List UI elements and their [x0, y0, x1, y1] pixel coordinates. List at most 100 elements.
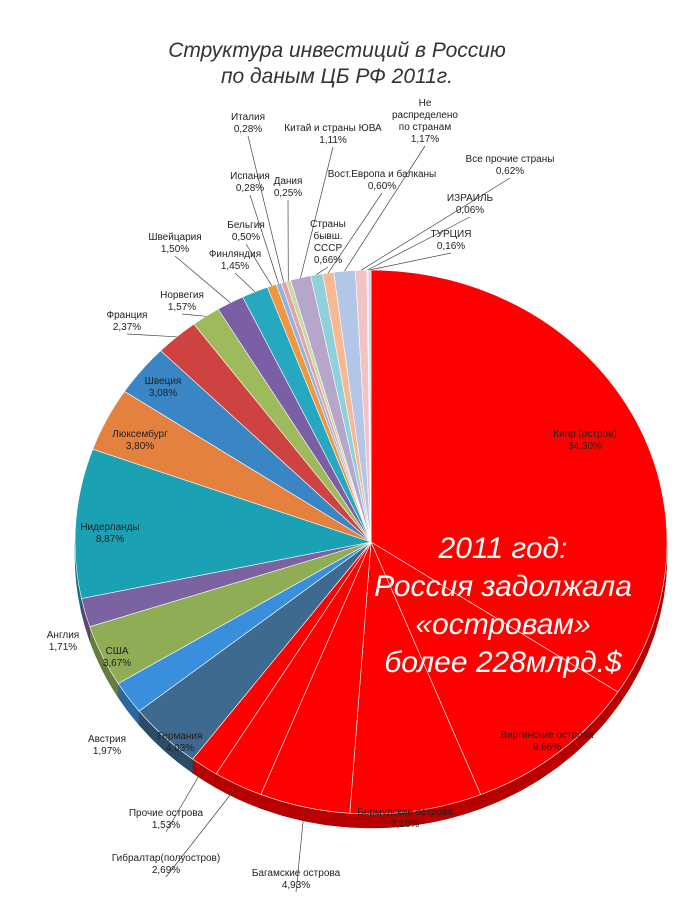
pie-label-name-24: Не [419, 98, 432, 109]
pie-leader-17 [245, 243, 273, 286]
pie-label-name-11: Люксембург [112, 428, 168, 440]
pie-leader-27 [369, 252, 452, 271]
pie-leader-21 [300, 146, 334, 278]
pie-slice-10 [74, 448, 373, 599]
pie-label-value-23: 0,60% [368, 181, 396, 192]
pie-leader-19 [247, 135, 284, 283]
pie-leader-16 [234, 272, 256, 293]
pie-label-value-22: 0,66% [314, 255, 342, 266]
pie-label-value-9: 1,71% [49, 642, 77, 653]
pie-label-value-12: 3,08% [149, 388, 177, 399]
pie-label-name-22: бывш. [313, 230, 342, 242]
pie-label-name-19: Италия [231, 112, 265, 123]
pie-label-name-0: Кипр (остров) [553, 429, 616, 440]
pie-label-value-19: 0,28% [234, 124, 262, 135]
pie-label-value-25: 0,62% [496, 166, 524, 177]
pie-label-name-24: распределено [392, 110, 458, 121]
pie-label-value-16: 1,45% [221, 261, 249, 272]
pie-label-value-17: 0,50% [232, 232, 260, 243]
pie-label-0: Кипр (остров)34,30% [553, 429, 616, 452]
pie-label-4: Гибралтар(полуостров)2,69% [112, 852, 220, 876]
pie-label-name-15: Швейцария [148, 232, 201, 243]
pie-label-name-12: Швеция [145, 376, 182, 387]
pie-label-value-11: 3,80% [126, 441, 154, 452]
pie-label-name-24: по странам [399, 122, 452, 133]
chart-title-line-1: Структура инвестиций в Россию [168, 39, 506, 62]
pie-label-value-24: 1,17% [411, 134, 439, 145]
pie-label-name-23: Вост.Европа и балканы [328, 168, 436, 180]
pie-label-value-15: 1,50% [161, 244, 189, 255]
pie-label-value-10: 8,87% [96, 534, 124, 545]
pie-label-value-27: 0,16% [437, 241, 465, 252]
pie-leader-22 [316, 266, 329, 275]
pie-label-value-0: 34,30% [568, 441, 602, 452]
pie-label-value-13: 2,37% [113, 322, 141, 333]
pie-label-name-14: Норвегия [160, 290, 204, 301]
pie-label-name-2: Бермудские острова [357, 807, 453, 818]
pie-label-value-2: 7,18% [391, 819, 419, 830]
annotation-line-1: 2011 год: [438, 532, 568, 565]
pie-label-value-7: 1,97% [93, 746, 121, 757]
pie-label-name-9: Англия [47, 630, 79, 641]
pie-leader-lines [126, 135, 511, 893]
pie-label-name-5: Прочие острова [129, 808, 204, 819]
annotation: 2011 год: Россия задолжала «островам» бо… [374, 532, 632, 679]
pie-label-name-13: Франция [107, 310, 148, 321]
pie-label-value-3: 4,93% [282, 880, 310, 891]
pie-label-value-1: 9,66% [533, 742, 561, 753]
annotation-line-4: более 228млрд.$ [384, 646, 623, 679]
pie-label-name-17: Бельгия [227, 220, 265, 231]
pie-label-name-7: Австрия [88, 734, 126, 745]
pie-leader-24 [344, 145, 426, 272]
pie-leader-18 [249, 194, 279, 284]
pie-slice-0 [370, 269, 668, 693]
pie-label-name-16: Финляндия [209, 249, 261, 260]
pie-leader-25 [360, 177, 511, 271]
pie-label-name-21: Китай и страны ЮВА [284, 123, 382, 134]
pie-label-value-26: 0,06% [456, 205, 484, 216]
pie-label-value-6: 4,03% [166, 743, 194, 754]
pie-leader-15 [174, 255, 231, 303]
pie-label-value-5: 1,53% [152, 820, 180, 831]
pie-label-name-27: ТУРЦИЯ [431, 229, 472, 240]
pie-label-name-20: Дания [274, 176, 303, 187]
pie-label-value-18: 0,28% [236, 183, 264, 194]
pie-label-value-4: 2,69% [152, 865, 180, 876]
annotation-line-2: Россия задолжала [374, 570, 632, 603]
pie-label-name-6: Германия [158, 731, 203, 742]
pie-slice-2 [349, 541, 482, 815]
pie-label-name-4: Гибралтар(полуостров) [112, 852, 220, 864]
pie-leader-3 [295, 807, 305, 893]
pie-label-name-18: Испания [230, 171, 270, 182]
pie-label-name-1: Виргинские острова [501, 730, 594, 741]
pie-leader-14 [181, 313, 206, 317]
pie-leader-4 [165, 784, 239, 878]
pie-leader-26 [367, 216, 471, 271]
pie-label-name-8: США [105, 646, 128, 657]
pie-leader-5 [165, 766, 205, 833]
pie-label-value-21: 1,11% [319, 135, 347, 146]
pie-labels: Кипр (остров)34,30% Виргинские острова9,6… [47, 98, 617, 891]
